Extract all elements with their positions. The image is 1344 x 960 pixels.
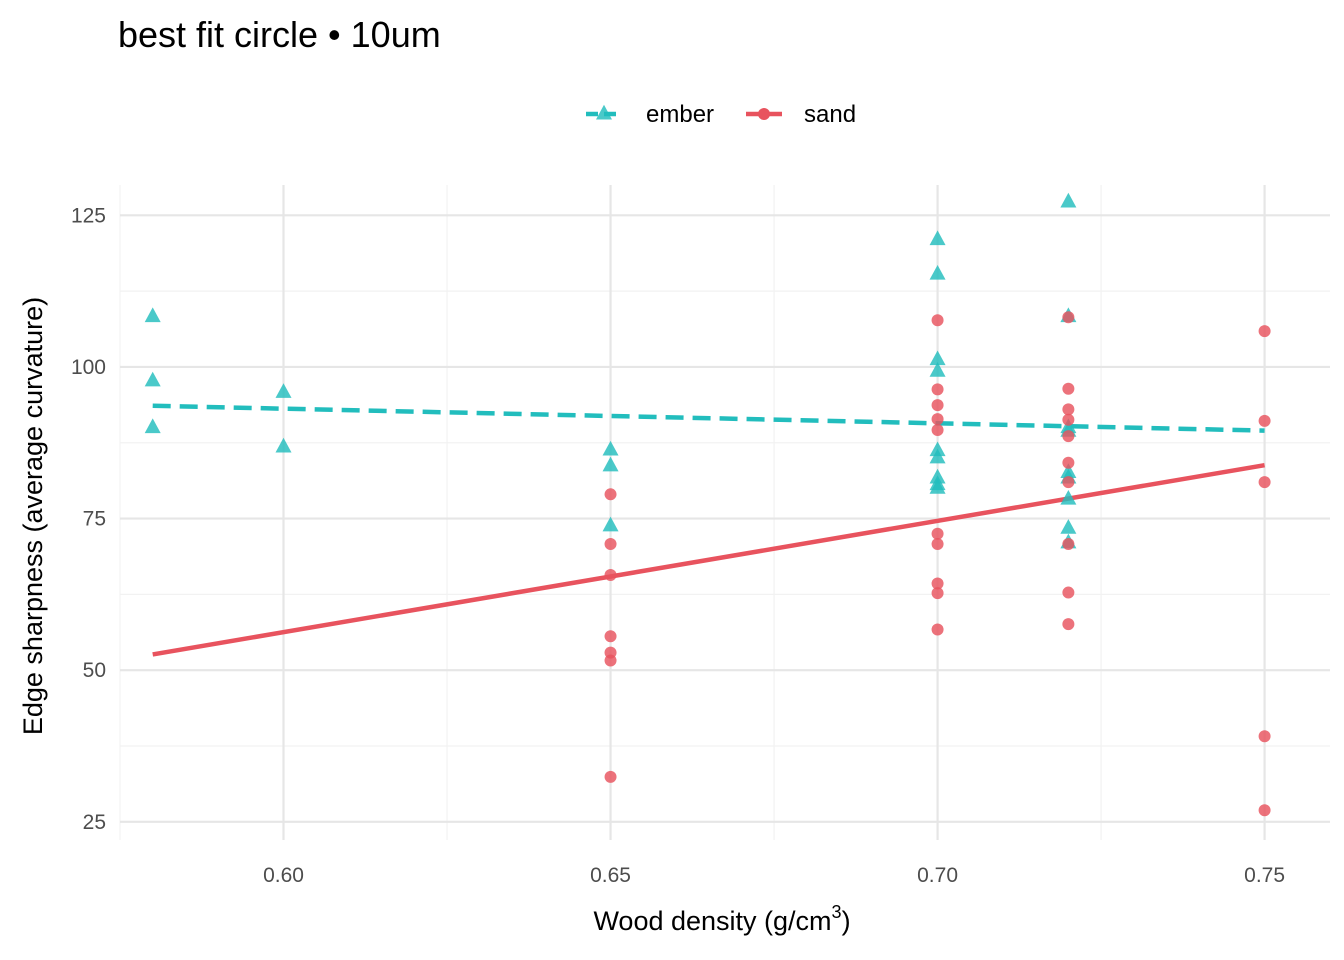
point-sand [931, 623, 944, 636]
point-sand [1258, 325, 1271, 338]
point-sand [1062, 618, 1075, 631]
legend-key-marker-sand [758, 108, 770, 120]
point-sand [604, 538, 617, 551]
point-ember [144, 418, 161, 434]
legend-item-sand: sand [746, 101, 856, 128]
x-axis-title-sup: 3 [832, 902, 842, 922]
point-sand [1062, 311, 1075, 324]
point-sand [931, 314, 944, 327]
point-sand [604, 630, 617, 643]
y-tick-label: 75 [83, 508, 106, 531]
x-axis-title-main: Wood density (g/cm [593, 906, 831, 936]
point-sand [931, 399, 944, 412]
x-axis-ticks: 0.60 0.65 0.70 0.75 [263, 864, 1285, 887]
point-sand [604, 770, 617, 783]
x-tick-label: 0.60 [263, 864, 304, 887]
point-ember [275, 383, 292, 398]
y-tick-label: 100 [71, 356, 106, 379]
x-axis-title-end: ) [842, 906, 851, 936]
legend: ember sand [586, 101, 856, 128]
point-sand [931, 527, 944, 540]
x-axis-title: Wood density (g/cm3) [593, 902, 850, 936]
point-ember [602, 440, 619, 456]
data-points [144, 192, 1271, 817]
point-sand [931, 383, 944, 396]
point-ember [929, 230, 946, 246]
point-sand [1062, 586, 1075, 599]
point-ember [275, 437, 292, 453]
legend-label-sand: sand [804, 101, 856, 128]
point-sand [931, 413, 944, 426]
point-sand [1258, 804, 1271, 817]
point-sand [931, 587, 944, 600]
point-sand [604, 654, 617, 667]
point-ember [929, 448, 946, 464]
point-sand [1062, 476, 1075, 489]
point-sand [931, 538, 944, 551]
legend-label-ember: ember [646, 101, 714, 128]
x-tick-label: 0.65 [590, 864, 631, 887]
fit-lines [152, 403, 1265, 657]
point-sand [931, 577, 944, 590]
point-ember [929, 264, 946, 280]
y-axis-ticks: 25 50 75 100 125 [71, 204, 106, 833]
x-tick-label: 0.75 [1244, 864, 1285, 887]
point-ember [1060, 489, 1077, 505]
point-ember [1060, 192, 1077, 208]
y-tick-label: 25 [83, 811, 106, 834]
legend-item-ember: ember [586, 101, 714, 128]
y-axis-title: Edge sharpness (average curvature) [18, 297, 48, 735]
point-ember [144, 307, 161, 323]
grid [119, 185, 1330, 840]
point-ember [929, 350, 946, 366]
point-ember [602, 516, 619, 532]
point-ember [929, 361, 946, 377]
point-ember [144, 371, 161, 387]
point-sand [604, 488, 617, 501]
point-sand [931, 424, 944, 437]
point-sand [1062, 413, 1075, 426]
fit-line-ember [152, 403, 1265, 433]
chart-title: best fit circle • 10um [118, 14, 441, 55]
point-ember [1060, 519, 1077, 534]
fit-line-sand [152, 462, 1265, 657]
point-sand [604, 568, 617, 581]
point-sand [1062, 456, 1075, 469]
point-sand [1258, 476, 1271, 489]
point-sand [1062, 382, 1075, 395]
point-sand [1258, 730, 1271, 743]
x-tick-label: 0.70 [917, 864, 958, 887]
point-ember [929, 479, 946, 494]
point-sand [1062, 403, 1075, 416]
point-sand [1258, 414, 1271, 427]
point-sand [1062, 538, 1075, 551]
y-tick-label: 125 [71, 204, 106, 227]
y-tick-label: 50 [83, 659, 106, 682]
legend-key-marker-ember [596, 104, 612, 120]
point-ember [602, 456, 619, 472]
point-sand [1062, 430, 1075, 443]
